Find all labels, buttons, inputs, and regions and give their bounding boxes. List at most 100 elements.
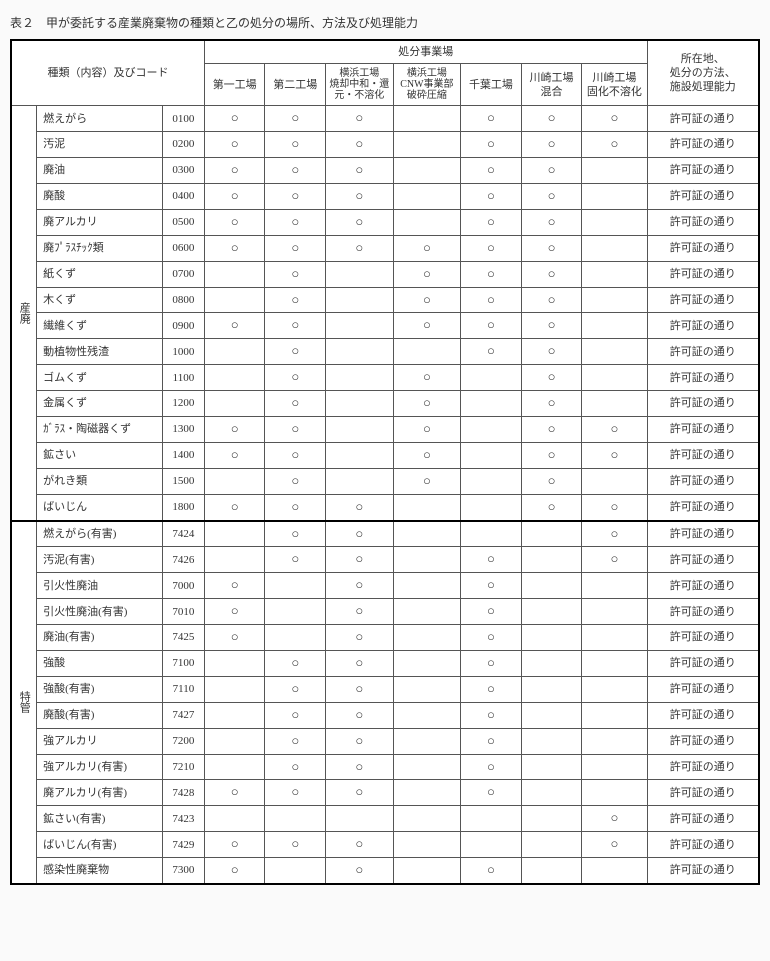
remark-cell: 許可証の通り: [647, 468, 759, 494]
table-row: 強酸(有害)7110○○○許可証の通り: [11, 676, 759, 702]
plant-mark: ○: [461, 780, 522, 806]
plant-mark: [582, 261, 647, 287]
plant-mark: ○: [204, 599, 265, 625]
plant-mark: ○: [204, 442, 265, 468]
plant-mark: ○: [326, 547, 394, 573]
plant-mark: ○: [461, 754, 522, 780]
table-row: 金属くず1200○○○許可証の通り: [11, 391, 759, 417]
plant-mark: [461, 365, 522, 391]
plant-mark: ○: [461, 676, 522, 702]
plant-mark: ○: [393, 287, 461, 313]
remark-cell: 許可証の通り: [647, 573, 759, 599]
plant-mark: ○: [461, 106, 522, 132]
table-head: 種類（内容）及びコード処分事業場所在地、処分の方法、施設処理能力第一工場第二工場…: [11, 40, 759, 106]
table-row: 廃ﾌﾟﾗｽﾁｯｸ類0600○○○○○○許可証の通り: [11, 235, 759, 261]
plant-mark: ○: [265, 261, 326, 287]
plant-mark: ○: [326, 494, 394, 520]
plant-mark: [521, 676, 582, 702]
waste-name: 廃酸(有害): [37, 702, 163, 728]
waste-name: 鉱さい(有害): [37, 806, 163, 832]
plant-mark: ○: [521, 132, 582, 158]
plant-mark: [265, 599, 326, 625]
plant-mark: ○: [326, 651, 394, 677]
plant-mark: [582, 599, 647, 625]
plant-mark: ○: [265, 339, 326, 365]
plant-mark: [521, 702, 582, 728]
remark-cell: 許可証の通り: [647, 132, 759, 158]
waste-name: 金属くず: [37, 391, 163, 417]
plant-mark: ○: [265, 521, 326, 547]
waste-name: 強酸: [37, 651, 163, 677]
plant-mark: [393, 547, 461, 573]
waste-name: 木くず: [37, 287, 163, 313]
waste-code: 7428: [162, 780, 204, 806]
plant-mark: [326, 806, 394, 832]
plant-mark: ○: [265, 547, 326, 573]
plant-mark: ○: [265, 702, 326, 728]
plant-mark: [265, 858, 326, 884]
remark-cell: 許可証の通り: [647, 651, 759, 677]
remark-cell: 許可証の通り: [647, 780, 759, 806]
plant-mark: [582, 676, 647, 702]
remark-cell: 許可証の通り: [647, 728, 759, 754]
plant-mark: ○: [461, 599, 522, 625]
col-plant: 横浜工場CNW事業部破砕圧縮: [393, 64, 461, 106]
plant-mark: [326, 468, 394, 494]
remark-cell: 許可証の通り: [647, 494, 759, 520]
waste-name: 廃アルカリ(有害): [37, 780, 163, 806]
plant-mark: [265, 573, 326, 599]
plant-mark: ○: [265, 365, 326, 391]
waste-name: 廃油: [37, 158, 163, 184]
waste-table: 種類（内容）及びコード処分事業場所在地、処分の方法、施設処理能力第一工場第二工場…: [10, 39, 760, 885]
table-row: 紙くず0700○○○○許可証の通り: [11, 261, 759, 287]
table-row: ゴムくず1100○○○許可証の通り: [11, 365, 759, 391]
remark-cell: 許可証の通り: [647, 235, 759, 261]
remark-cell: 許可証の通り: [647, 442, 759, 468]
col-plant: 第二工場: [265, 64, 326, 106]
plant-mark: ○: [204, 494, 265, 520]
plant-mark: ○: [265, 158, 326, 184]
waste-name: ばいじん: [37, 494, 163, 520]
waste-name: 引火性廃油(有害): [37, 599, 163, 625]
plant-mark: ○: [326, 183, 394, 209]
plant-mark: [393, 625, 461, 651]
plant-mark: ○: [582, 494, 647, 520]
waste-code: 7300: [162, 858, 204, 884]
plant-mark: ○: [582, 806, 647, 832]
col-plant: 川崎工場混合: [521, 64, 582, 106]
remark-cell: 許可証の通り: [647, 625, 759, 651]
plant-mark: [521, 547, 582, 573]
plant-mark: [204, 676, 265, 702]
plant-mark: [204, 754, 265, 780]
table-row: 廃酸(有害)7427○○○許可証の通り: [11, 702, 759, 728]
table-row: 鉱さい1400○○○○○許可証の通り: [11, 442, 759, 468]
waste-name: 廃ﾌﾟﾗｽﾁｯｸ類: [37, 235, 163, 261]
waste-name: 動植物性残渣: [37, 339, 163, 365]
waste-code: 7427: [162, 702, 204, 728]
waste-code: 1800: [162, 494, 204, 520]
waste-code: 0600: [162, 235, 204, 261]
table-row: がれき類1500○○○許可証の通り: [11, 468, 759, 494]
waste-code: 7429: [162, 832, 204, 858]
plant-mark: ○: [326, 132, 394, 158]
plant-mark: [521, 573, 582, 599]
plant-mark: [582, 702, 647, 728]
plant-mark: [582, 780, 647, 806]
plant-mark: ○: [582, 132, 647, 158]
plant-mark: [582, 313, 647, 339]
remark-cell: 許可証の通り: [647, 547, 759, 573]
table-row: 強酸7100○○○許可証の通り: [11, 651, 759, 677]
waste-name: 燃えがら: [37, 106, 163, 132]
remark-cell: 許可証の通り: [647, 365, 759, 391]
waste-code: 7000: [162, 573, 204, 599]
waste-name: 廃油(有害): [37, 625, 163, 651]
plant-mark: [393, 728, 461, 754]
plant-mark: [393, 158, 461, 184]
table-row: 木くず0800○○○○許可証の通り: [11, 287, 759, 313]
table-row: 引火性廃油7000○○○許可証の通り: [11, 573, 759, 599]
plant-mark: ○: [204, 235, 265, 261]
plant-mark: [461, 832, 522, 858]
plant-mark: [582, 573, 647, 599]
plant-mark: [326, 391, 394, 417]
plant-mark: ○: [265, 494, 326, 520]
